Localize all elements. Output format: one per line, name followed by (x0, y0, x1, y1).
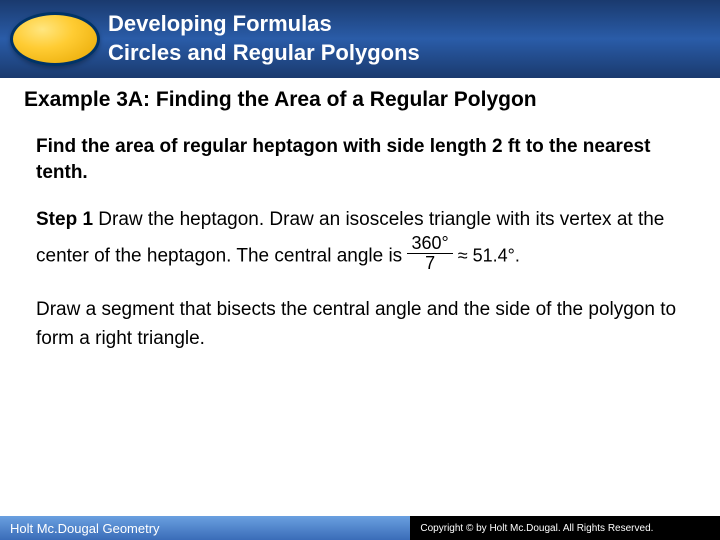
copyright-text: Copyright © by Holt Mc.Dougal. All Right… (420, 523, 653, 534)
paragraph-2: Draw a segment that bisects the central … (36, 296, 684, 353)
step-1-label: Step 1 (36, 209, 93, 230)
header-line1: Developing Formulas (108, 10, 420, 39)
slide-content: Example 3A: Finding the Area of a Regula… (0, 78, 720, 353)
step-1: Step 1 Draw the heptagon. Draw an isosce… (36, 205, 684, 276)
slide-header: Developing Formulas Circles and Regular … (0, 0, 720, 78)
fraction-360-over-7: 360°7 (407, 234, 452, 275)
problem-statement: Find the area of regular heptagon with s… (36, 134, 684, 185)
slide-footer: Holt Mc.Dougal Geometry Copyright © by H… (0, 516, 720, 540)
example-title: Example 3A: Finding the Area of a Regula… (24, 88, 696, 112)
header-oval-decoration (10, 12, 100, 66)
approx-value: ≈ 51.4°. (453, 245, 520, 265)
fraction-denominator: 7 (407, 254, 452, 274)
step-1-text: Draw the heptagon. Draw an isosceles tri… (36, 209, 664, 266)
footer-left: Holt Mc.Dougal Geometry (0, 516, 410, 540)
fraction-numerator: 360° (407, 234, 452, 255)
header-line2: Circles and Regular Polygons (108, 39, 420, 68)
header-title: Developing Formulas Circles and Regular … (108, 10, 420, 67)
footer-right: Copyright © by Holt Mc.Dougal. All Right… (410, 516, 720, 540)
